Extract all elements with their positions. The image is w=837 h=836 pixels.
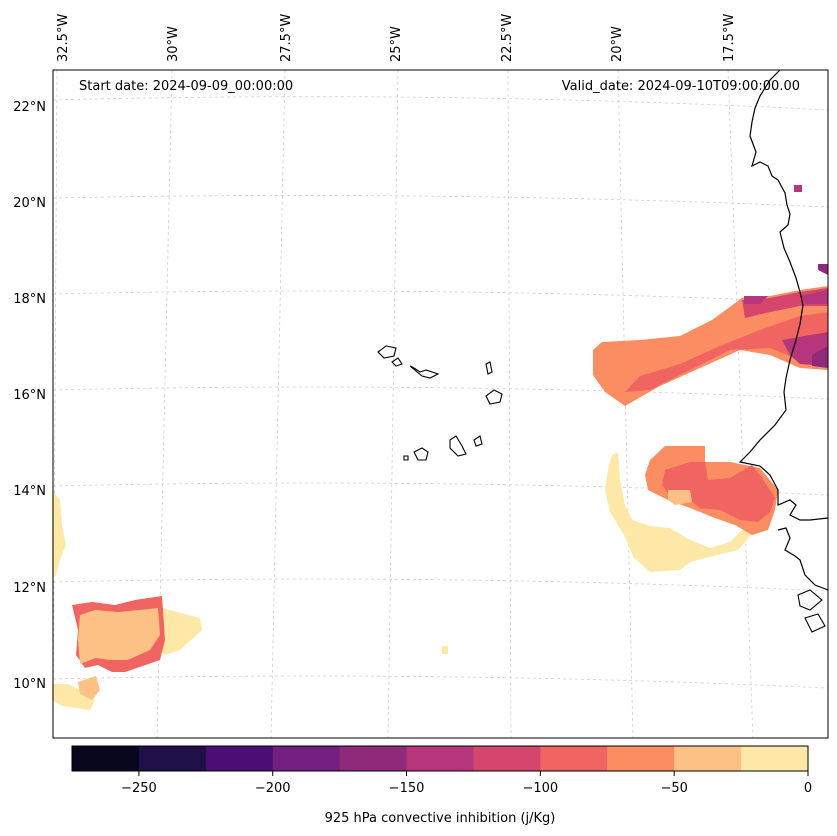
- parallel-18: [52, 290, 829, 304]
- lon-label: 27.5°W: [279, 14, 294, 62]
- colorbar-swatch: [406, 746, 474, 771]
- colorbar-tick-label: −150: [389, 781, 425, 796]
- cin-band-mid: [625, 312, 828, 392]
- cin-arc-light: [605, 452, 760, 572]
- cin-band-purple: [744, 290, 828, 366]
- cin-fill: [593, 185, 828, 572]
- santiago-icon: [449, 435, 467, 457]
- meridian-27-5: [270, 69, 286, 739]
- lat-labels: 22°N 20°N 18°N 16°N 14°N 12°N 10°N: [13, 100, 46, 692]
- lon-label: 32.5°W: [56, 14, 71, 62]
- brava-icon: [403, 455, 409, 461]
- parallel-12: [52, 578, 829, 592]
- lon-labels: 32.5°W 30°W 27.5°W 25°W 22.5°W 20°W 17.5…: [56, 14, 737, 62]
- colorbar-frame: [71, 745, 809, 772]
- maio-icon: [473, 435, 483, 447]
- colorbar-swatch: [205, 746, 274, 771]
- lon-label: 20°W: [610, 26, 625, 62]
- colorbar-tick-label: −100: [523, 781, 559, 796]
- sao-vicente-icon: [391, 357, 403, 367]
- start-date-label: Start date: 2024-09-09_00:00:00: [79, 79, 293, 94]
- lon-label: 30°W: [166, 26, 181, 62]
- parallel-20: [52, 195, 829, 208]
- guinea-bissau-coast-icon: [777, 527, 829, 591]
- colorbar: −250 −200 −150 −100 −50 0 925 hPa convective …: [71, 745, 812, 826]
- africa-coast-icon: [738, 69, 829, 521]
- boa-vista-icon: [485, 389, 503, 405]
- sal-icon: [485, 361, 493, 375]
- lat-label: 16°N: [13, 388, 46, 403]
- lat-label: 12°N: [13, 581, 46, 596]
- meridian-22-5: [507, 69, 512, 739]
- parallel-22: [52, 96, 829, 111]
- colorbar-swatch: [540, 746, 608, 771]
- colorbar-swatch: [674, 746, 742, 771]
- lat-label: 20°N: [13, 196, 46, 211]
- colorbar-swatch: [473, 746, 541, 771]
- cin-arc-pale: [668, 490, 692, 505]
- lon-label: 17.5°W: [722, 14, 737, 62]
- lat-label: 14°N: [13, 484, 46, 499]
- map-frame: [52, 69, 829, 739]
- valid-date-label: Valid_date: 2024-09-10T09:00:00.00: [562, 79, 800, 94]
- parallel-16: [52, 386, 829, 400]
- colorbar-ticks: −250 −200 −150 −100 −50 0: [121, 771, 812, 796]
- parallel-10: [52, 675, 829, 689]
- cape-verde-islands: [377, 345, 503, 461]
- colorbar-swatches: [72, 746, 809, 771]
- meridian-25: [387, 69, 399, 739]
- cin-west-patch: [52, 490, 448, 710]
- meridian-32-5: [52, 69, 58, 739]
- guinea-islands-icon: [797, 589, 826, 633]
- cin-band-deep: [812, 264, 828, 368]
- sao-nicolau-icon: [409, 365, 440, 379]
- lat-label: 22°N: [13, 100, 46, 115]
- colorbar-swatch: [607, 746, 675, 771]
- coastline: [738, 69, 829, 633]
- colorbar-swatch: [339, 746, 408, 771]
- lat-label: 18°N: [13, 292, 46, 307]
- colorbar-swatch: [741, 746, 809, 771]
- colorbar-tick-label: −50: [660, 781, 687, 796]
- lat-label: 10°N: [13, 677, 46, 692]
- colorbar-label: 925 hPa convective inhibition (j/Kg): [325, 811, 556, 826]
- parallel-14: [52, 482, 829, 496]
- colorbar-swatch: [72, 746, 140, 771]
- colorbar-tick-label: 0: [804, 781, 812, 796]
- fogo-icon: [413, 447, 429, 461]
- colorbar-tick-label: −250: [121, 781, 157, 796]
- cin-arc-red: [662, 462, 775, 522]
- colorbar-swatch: [138, 746, 207, 771]
- meridian-17-5: [727, 69, 754, 739]
- cin-cell-coast: [794, 185, 802, 192]
- graticule: [52, 69, 829, 739]
- colorbar-tick-label: −200: [255, 781, 291, 796]
- santo-antao-icon: [377, 345, 397, 359]
- lon-label: 22.5°W: [500, 14, 515, 62]
- colorbar-swatch: [272, 746, 341, 771]
- lon-label: 25°W: [389, 26, 404, 62]
